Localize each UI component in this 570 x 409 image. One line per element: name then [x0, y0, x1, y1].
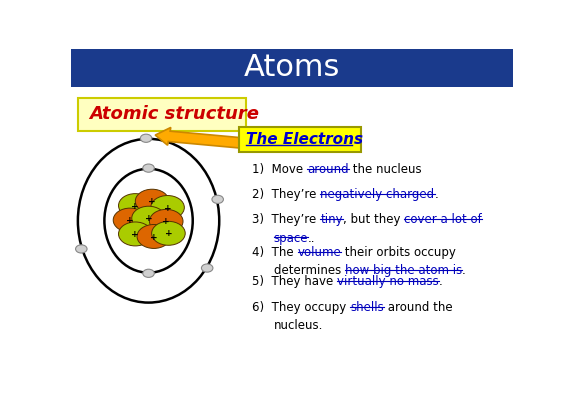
Circle shape	[150, 196, 184, 220]
Text: The Electrons: The Electrons	[246, 132, 363, 147]
Circle shape	[143, 269, 154, 277]
Text: cover a lot of: cover a lot of	[404, 213, 482, 227]
Text: around the: around the	[384, 301, 453, 314]
FancyBboxPatch shape	[239, 126, 361, 153]
Circle shape	[119, 222, 152, 246]
Circle shape	[149, 209, 183, 233]
Text: around: around	[307, 163, 349, 176]
Text: 5)  They have: 5) They have	[253, 275, 337, 288]
Text: +: +	[162, 218, 170, 227]
Circle shape	[76, 245, 87, 253]
Text: +: +	[126, 216, 134, 225]
Text: Atoms: Atoms	[244, 54, 340, 83]
FancyBboxPatch shape	[71, 49, 513, 87]
Text: .: .	[439, 275, 443, 288]
Circle shape	[152, 221, 185, 245]
FancyArrow shape	[155, 128, 242, 148]
Text: 3)  They’re: 3) They’re	[253, 213, 320, 227]
FancyBboxPatch shape	[78, 98, 246, 131]
Text: 2)  They’re: 2) They’re	[253, 188, 320, 201]
Text: .: .	[434, 188, 438, 201]
Text: nucleus.: nucleus.	[274, 319, 323, 332]
Text: their orbits occupy: their orbits occupy	[341, 246, 457, 259]
Text: determines: determines	[274, 264, 345, 277]
Text: Atomic structure: Atomic structure	[89, 105, 259, 123]
Text: 4)  The: 4) The	[253, 246, 298, 259]
Circle shape	[140, 134, 152, 142]
Text: .: .	[462, 264, 466, 277]
Circle shape	[212, 195, 223, 203]
Text: space: space	[274, 232, 308, 245]
Text: negatively charged: negatively charged	[320, 188, 434, 201]
Text: tiny: tiny	[320, 213, 343, 227]
Text: the nucleus: the nucleus	[349, 163, 421, 176]
Circle shape	[137, 225, 170, 248]
Text: +: +	[132, 202, 139, 211]
Text: , but they: , but they	[343, 213, 404, 227]
Text: +: +	[165, 229, 172, 238]
Text: +: +	[148, 197, 156, 206]
Text: virtually no mass: virtually no mass	[337, 275, 439, 288]
Text: +: +	[145, 214, 152, 223]
Circle shape	[201, 264, 213, 272]
Circle shape	[143, 164, 154, 172]
Circle shape	[119, 193, 152, 218]
Text: +: +	[132, 230, 139, 239]
Text: ..: ..	[308, 232, 316, 245]
Circle shape	[132, 206, 165, 230]
Text: 1)  Move: 1) Move	[253, 163, 307, 176]
Circle shape	[135, 189, 169, 213]
Text: shells: shells	[351, 301, 384, 314]
Text: how big the atom is: how big the atom is	[345, 264, 462, 277]
Text: volume: volume	[298, 246, 341, 259]
Text: 6)  They occupy: 6) They occupy	[253, 301, 351, 314]
Text: +: +	[150, 233, 158, 242]
Circle shape	[113, 208, 147, 232]
Text: +: +	[164, 204, 172, 213]
